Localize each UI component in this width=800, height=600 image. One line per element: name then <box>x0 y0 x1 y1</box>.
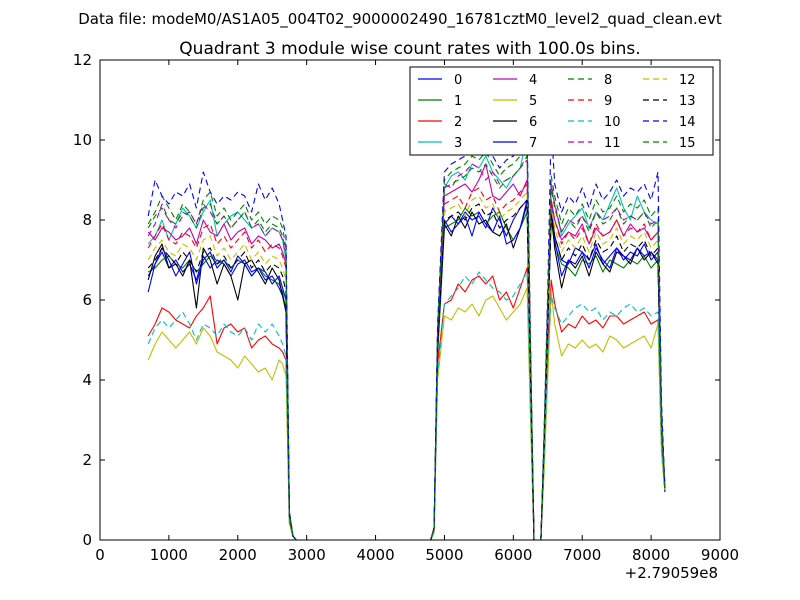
y-tick-label: 0 <box>82 531 92 549</box>
x-tick-label: 4000 <box>356 546 394 564</box>
legend-label: 13 <box>679 94 696 109</box>
legend-label: 9 <box>604 94 612 109</box>
x-tick-label: 9000 <box>701 546 739 564</box>
figure-suptitle: Data file: modeM0/AS1A05_004T02_90000024… <box>78 10 722 29</box>
legend-label: 10 <box>604 115 621 130</box>
series-line-15 <box>147 155 666 540</box>
series-line-12 <box>147 191 666 540</box>
series-line-7 <box>147 199 666 540</box>
series-line-8 <box>147 147 666 540</box>
legend-label: 1 <box>454 94 462 109</box>
legend-entry-12: 12 <box>643 73 696 88</box>
x-tick-label: 0 <box>95 546 105 564</box>
legend-entry-15: 15 <box>643 136 696 151</box>
legend-entry-13: 13 <box>643 94 696 109</box>
legend-entry-4: 4 <box>493 73 537 88</box>
x-tick-label: 6000 <box>494 546 532 564</box>
x-tick-label: 3000 <box>288 546 326 564</box>
legend-label: 15 <box>679 136 696 151</box>
x-axis-offset-label: +2.79059e8 <box>625 564 718 582</box>
x-tick-label: 7000 <box>563 546 601 564</box>
y-tick-label: 10 <box>73 131 92 149</box>
legend-label: 0 <box>454 73 462 88</box>
y-tick-label: 8 <box>82 211 92 229</box>
legend-entry-3: 3 <box>418 136 462 151</box>
legend-box <box>409 66 714 156</box>
legend-label: 7 <box>529 136 537 151</box>
axes: 0 1000 2000 3000 4000 5000 6000 7000 8000 9000 0 2 4… <box>73 51 739 564</box>
series-line-6 <box>147 203 666 540</box>
x-tick-label: 5000 <box>425 546 463 564</box>
legend-label: 2 <box>454 115 462 130</box>
y-tick-label: 2 <box>82 451 92 469</box>
legend-label: 4 <box>529 73 537 88</box>
legend-label: 3 <box>454 136 462 151</box>
legend-entry-11: 11 <box>568 136 621 151</box>
legend-entry-1: 1 <box>418 94 462 109</box>
legend-entry-7: 7 <box>493 136 537 151</box>
legend-label: 12 <box>679 73 696 88</box>
y-tick-label: 4 <box>82 371 92 389</box>
legend-label: 11 <box>604 136 621 151</box>
x-tick-label: 8000 <box>632 546 670 564</box>
x-tick-label: 1000 <box>150 546 188 564</box>
legend-entry-10: 10 <box>568 115 621 130</box>
series-line-14 <box>147 123 666 540</box>
y-tick-label: 6 <box>82 291 92 309</box>
series-line-3 <box>147 135 666 540</box>
legend-entry-9: 9 <box>568 94 612 109</box>
series-line-10 <box>147 271 666 540</box>
x-tick-label: 2000 <box>219 546 257 564</box>
legend-entry-8: 8 <box>568 73 612 88</box>
series-line-9 <box>147 183 666 540</box>
series-lines <box>147 123 666 540</box>
y-tick-label: 12 <box>73 51 92 69</box>
legend-label: 8 <box>604 73 612 88</box>
legend-label: 14 <box>679 115 696 130</box>
legend-label: 5 <box>529 94 537 109</box>
plot-area <box>147 123 666 540</box>
chart-title: Quadrant 3 module wise count rates with … <box>179 39 640 59</box>
legend-entry-6: 6 <box>493 115 537 130</box>
series-line-2 <box>147 267 666 540</box>
series-line-0 <box>147 199 666 540</box>
series-line-5 <box>147 287 666 540</box>
legend-entry-0: 0 <box>418 73 462 88</box>
legend-entry-14: 14 <box>643 115 696 130</box>
legend-label: 6 <box>529 115 537 130</box>
legend-entry-5: 5 <box>493 94 537 109</box>
series-line-4 <box>147 163 666 540</box>
legend-entry-2: 2 <box>418 115 462 130</box>
series-line-13 <box>147 199 666 540</box>
